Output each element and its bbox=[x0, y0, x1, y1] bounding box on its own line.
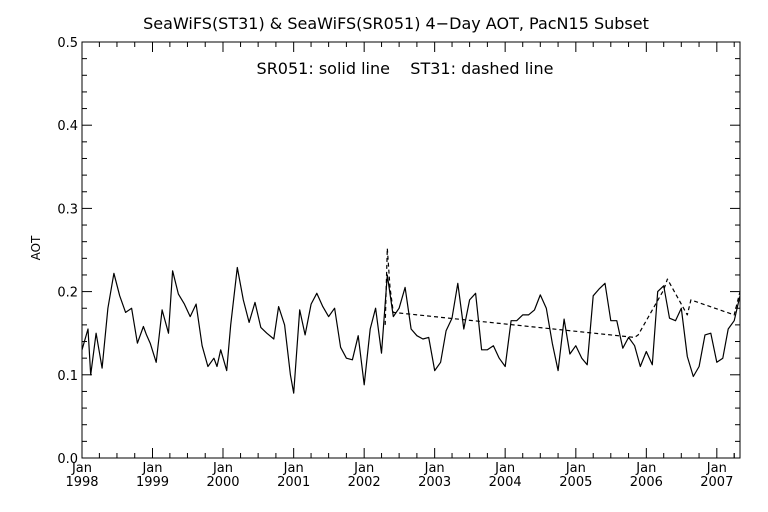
line-style-legend: SR051: solid line ST31: dashed line bbox=[257, 59, 554, 78]
x-tick-year-label: 2003 bbox=[418, 475, 451, 490]
x-tick-month-label: Jan bbox=[283, 461, 304, 476]
y-tick-label: 0.4 bbox=[57, 119, 78, 134]
series-line-sr051 bbox=[81, 266, 741, 394]
series-line-st31 bbox=[384, 247, 741, 338]
y-tick-label: 0.3 bbox=[57, 202, 78, 217]
x-tick-year-label: 2004 bbox=[489, 475, 522, 490]
x-tick-year-label: 2006 bbox=[630, 475, 663, 490]
x-tick-year-label: 1998 bbox=[65, 475, 98, 490]
x-tick-month-label: Jan bbox=[635, 461, 656, 476]
y-axis-label: AOT bbox=[29, 235, 43, 260]
chart-title: SeaWiFS(ST31) & SeaWiFS(SR051) 4−Day AOT… bbox=[143, 14, 649, 33]
x-tick-month-label: Jan bbox=[706, 461, 727, 476]
x-tick-month-label: Jan bbox=[565, 461, 586, 476]
x-tick-month-label: Jan bbox=[141, 461, 162, 476]
y-tick-label: 0.2 bbox=[57, 286, 78, 301]
series-lines bbox=[81, 247, 741, 394]
x-tick-month-label: Jan bbox=[212, 461, 233, 476]
plot-frame bbox=[81, 41, 741, 459]
y-tick-label: 0.0 bbox=[57, 452, 78, 467]
y-tick-label: 0.1 bbox=[57, 369, 78, 384]
x-tick-month-label: Jan bbox=[494, 461, 515, 476]
x-tick-year-label: 2001 bbox=[277, 475, 310, 490]
y-tick-label: 0.5 bbox=[57, 36, 78, 51]
x-tick-year-label: 2002 bbox=[348, 475, 381, 490]
x-tick-month-label: Jan bbox=[353, 461, 374, 476]
x-tick-month-label: Jan bbox=[71, 461, 92, 476]
x-tick-year-label: 2005 bbox=[559, 475, 592, 490]
x-tick-month-label: Jan bbox=[424, 461, 445, 476]
x-tick-year-label: 2000 bbox=[206, 475, 239, 490]
axis-ticks: 0.00.10.20.30.40.5Jan1998Jan1999Jan2000J… bbox=[57, 36, 740, 490]
x-tick-year-label: 1999 bbox=[136, 475, 169, 490]
x-tick-year-label: 2007 bbox=[700, 475, 733, 490]
